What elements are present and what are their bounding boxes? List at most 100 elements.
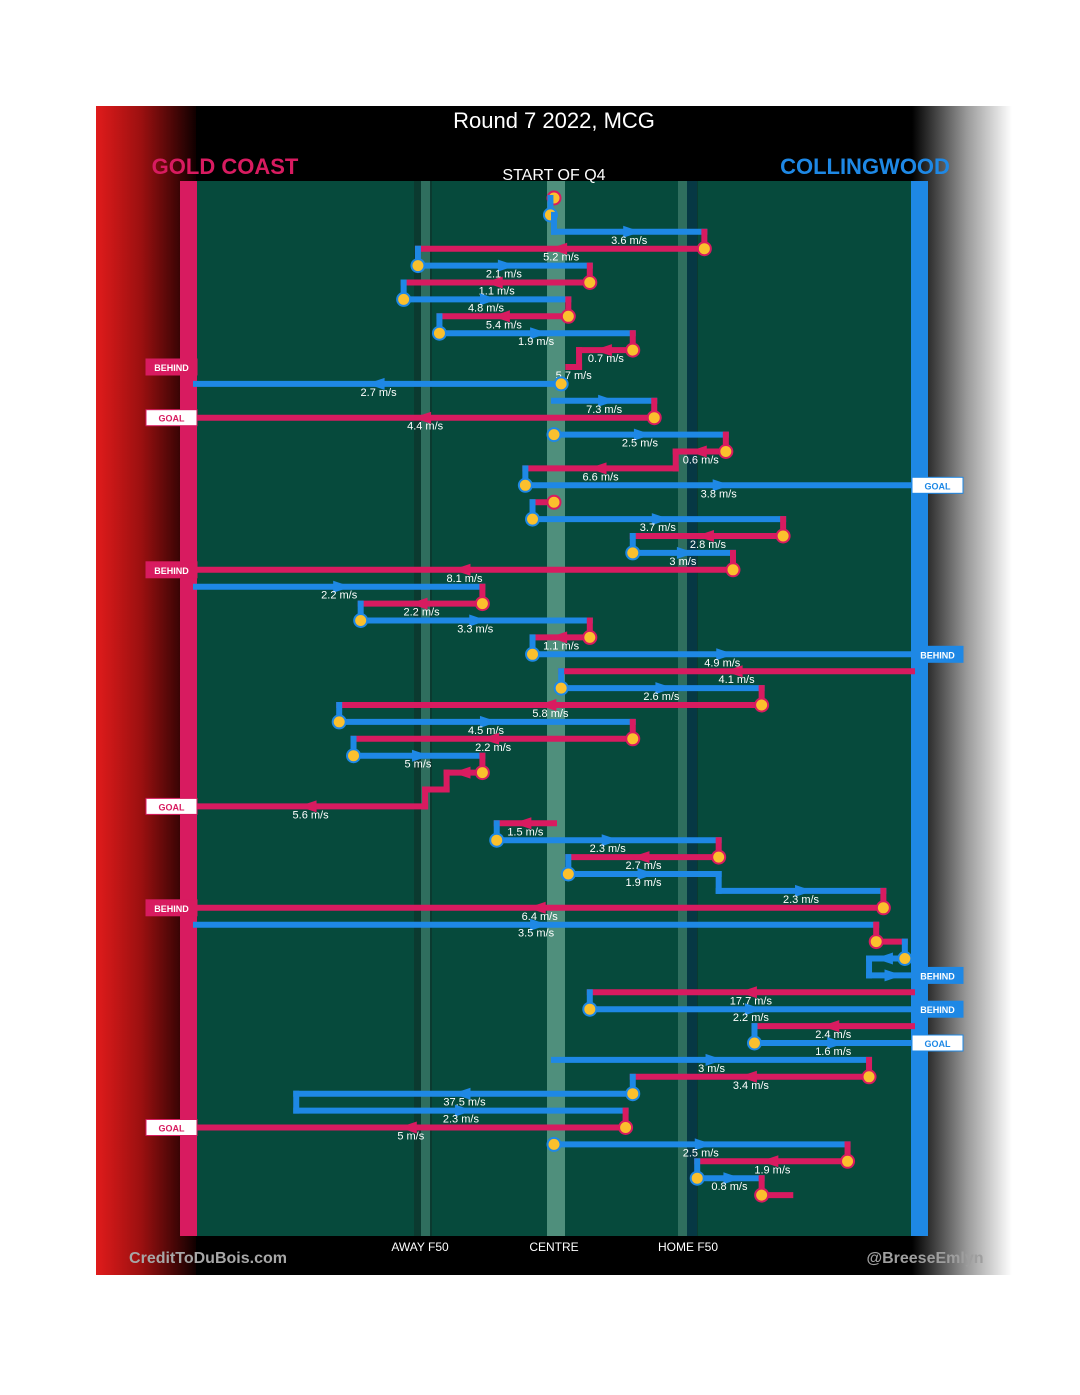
chart-title: Round 7 2022, MCG — [453, 108, 655, 133]
turnover-marker — [553, 680, 569, 696]
goal-badge: GOAL — [145, 1119, 198, 1136]
behind-badge-box — [145, 358, 198, 376]
speed-label: 2.7 m/s — [361, 387, 398, 399]
speed-label: 4.4 m/s — [407, 421, 444, 433]
direction-arrow — [738, 1070, 757, 1083]
chain-segment: 5.6 m/s GOAL — [145, 786, 429, 821]
turnover-marker — [331, 714, 347, 730]
chain-segment: 3.6 m/s — [551, 211, 708, 247]
speed-label: 2.3 m/s — [443, 1114, 480, 1126]
direction-arrow — [723, 1172, 742, 1185]
goal-badge-box — [145, 1119, 198, 1136]
goal-badge-text: GOAL — [159, 1124, 186, 1134]
chain-segment: 6.4 m/s BEHIND — [145, 887, 891, 923]
direction-arrow — [413, 411, 432, 424]
chain-segment: 1.5 m/s — [493, 817, 557, 838]
turnover-marker — [725, 562, 741, 578]
speed-label: 2.2 m/s — [321, 590, 358, 602]
direction-arrow — [598, 394, 617, 407]
speed-label: 1.9 m/s — [754, 1164, 791, 1176]
direction-arrow — [398, 1121, 417, 1134]
chain-segment: 2.5 m/s — [546, 1136, 851, 1159]
speed-label: 3.7 m/s — [640, 522, 677, 534]
turnover-marker — [861, 1069, 877, 1085]
turnover-marker — [746, 1035, 762, 1051]
direction-arrow — [631, 851, 650, 864]
chain-segment: 1.9 m/s — [560, 854, 722, 889]
chain-segment: 0.8 m/s — [689, 1158, 765, 1193]
turnover-marker — [718, 444, 734, 459]
direction-arrow — [452, 1087, 471, 1100]
speed-label: 2.5 m/s — [683, 1147, 720, 1159]
chain-segment — [529, 494, 562, 510]
chain-segment: BEHIND — [866, 955, 964, 984]
direction-arrow — [633, 428, 652, 441]
speed-label: 5.2 m/s — [543, 252, 580, 264]
chain-segment: 0.6 m/s — [672, 431, 734, 467]
speed-label: 4.8 m/s — [468, 302, 505, 314]
speed-label: 5 m/s — [397, 1131, 424, 1143]
direction-arrow — [744, 1003, 763, 1016]
chain-segment: 2.7 m/s — [193, 376, 569, 399]
behind-badge-text: BEHIND — [920, 650, 955, 660]
turnover-marker — [875, 900, 891, 916]
direction-arrow — [593, 344, 612, 357]
speed-label: 5.6 m/s — [293, 809, 330, 821]
goal-badge-box — [911, 1034, 964, 1052]
turnover-marker — [553, 376, 569, 392]
direction-arrow — [479, 293, 498, 306]
speed-label: 2.3 m/s — [783, 894, 820, 906]
direction-arrow — [676, 546, 695, 559]
goal-badge-box — [145, 409, 198, 427]
speed-label: 2.7 m/s — [625, 860, 662, 872]
home-f50-line-inner — [678, 181, 687, 1236]
chain-segment: 7.3 m/s — [551, 394, 658, 416]
direction-arrow — [454, 1104, 473, 1117]
speed-label: 2.4 m/s — [815, 1029, 852, 1041]
turnover-marker — [582, 275, 598, 290]
direction-arrow — [655, 682, 674, 695]
speed-label: 1.5 m/s — [507, 826, 544, 838]
chain-segment: 2.6 m/s — [553, 668, 765, 703]
quarter-label: START OF Q4 — [502, 167, 605, 184]
direction-arrow — [821, 1020, 840, 1033]
chain-segment: 2.8 m/s — [629, 516, 791, 551]
chain-segment: 3.3 m/s — [353, 600, 593, 636]
behind-badge-box — [911, 1000, 964, 1018]
direction-arrow — [481, 732, 500, 745]
behind-badge-box — [145, 561, 198, 579]
chain-segment: 8.1 m/s BEHIND — [145, 549, 741, 585]
direction-arrow — [333, 580, 352, 593]
credit-left: CreditToDuBois.com — [129, 1250, 287, 1267]
direction-arrow — [484, 276, 503, 289]
turnover-marker — [410, 258, 426, 274]
chain-segment — [868, 921, 908, 950]
speed-label: 2.8 m/s — [690, 539, 727, 551]
background-left-gradient — [96, 106, 196, 1275]
turnover-marker — [474, 765, 490, 781]
chain-segment — [866, 938, 913, 966]
speed-label: 1.1 m/s — [543, 640, 580, 652]
direction-arrow — [716, 648, 735, 661]
turnover-marker — [431, 325, 447, 341]
behind-badge-text: BEHIND — [154, 904, 189, 914]
chain-segment: 5.4 m/s — [436, 296, 576, 331]
direction-arrow — [469, 614, 488, 627]
chain-segment: 3.8 m/s GOAL — [517, 465, 964, 500]
turnover-marker — [868, 934, 884, 950]
turnover-marker — [711, 849, 727, 865]
turnover-marker — [546, 1136, 562, 1152]
goal-badge-box — [145, 797, 198, 815]
direction-arrow — [530, 327, 549, 340]
speed-label: 2.1 m/s — [486, 269, 523, 281]
behind-badge: BEHIND — [145, 358, 198, 376]
turnover-marker — [474, 596, 490, 612]
speed-label: 5.4 m/s — [486, 319, 523, 331]
turnover-marker — [546, 427, 562, 443]
behind-badge-box — [911, 645, 964, 663]
credit-right: @BreeseEmlyn — [867, 1250, 984, 1267]
chain-segment — [422, 769, 450, 793]
chain-segment: 4.4 m/s GOAL — [145, 397, 662, 433]
chain-segment: 2.2 m/s — [357, 583, 490, 619]
chain-segment: 3 m/s — [625, 533, 736, 568]
